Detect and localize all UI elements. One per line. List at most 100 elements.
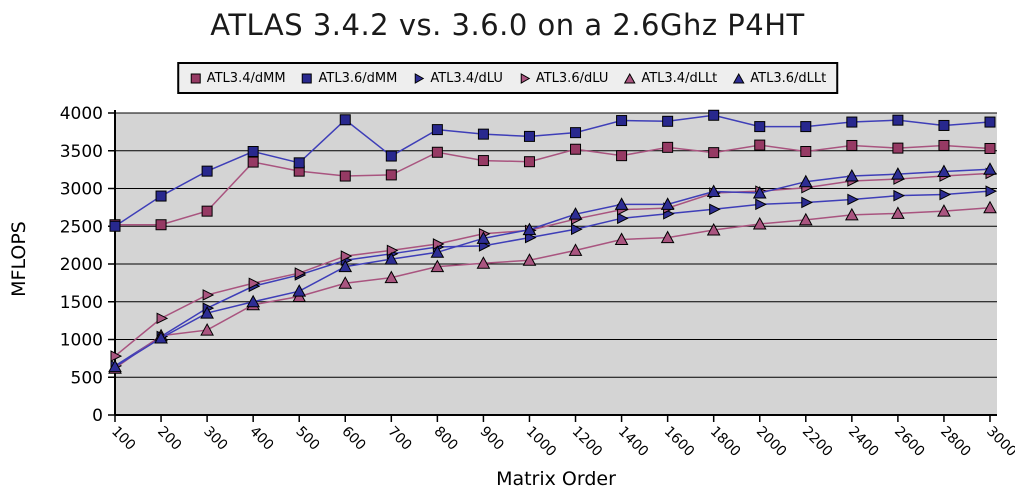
data-point-marker [292,284,307,297]
data-point-marker [752,216,767,230]
data-point-marker [338,276,353,289]
data-point-marker [476,231,491,244]
data-point-marker [662,141,674,153]
data-point-marker [431,124,443,136]
data-point-marker [983,162,997,175]
data-point-marker [660,197,675,210]
x-tick-label: 400 [246,424,276,454]
series-line [114,172,991,357]
data-point-marker [338,259,353,273]
data-point-marker [108,359,122,373]
x-tick-label: 1800 [707,424,744,461]
y-axis-label: MFLOPS [8,221,30,297]
x-tick-label: 100 [108,424,138,454]
chart-title: ATLAS 3.4.2 vs. 3.6.0 on a 2.6Ghz P4HT [210,8,805,42]
data-point-marker [938,139,950,151]
y-tick-label: 4000 [60,104,103,124]
series-line [114,168,991,368]
data-point-marker [800,121,812,133]
data-point-marker [662,115,674,127]
square-icon [190,73,201,83]
data-point-marker [248,277,261,290]
x-tick-label: 1600 [661,424,698,461]
data-point-marker [477,128,489,140]
data-point-marker [754,121,766,133]
data-point-marker [109,220,121,232]
legend-label: ATL3.4/dLLt [641,70,718,86]
data-point-marker [984,142,996,154]
data-point-marker [384,252,399,265]
x-tick-label: 1200 [569,424,606,461]
data-point-marker [708,147,720,159]
data-point-marker [846,116,858,128]
square-icon [302,73,313,83]
data-point-marker [340,250,353,262]
data-point-marker [984,116,996,128]
x-tick-label: 1000 [523,424,560,461]
x-tick-label: 200 [154,424,184,454]
data-point-marker [937,204,951,217]
data-point-marker [430,245,445,258]
legend-item-ATL3.6/dMM: ATL3.6/dMM [301,70,398,86]
data-point-marker [386,244,399,257]
data-point-marker [892,114,904,126]
data-point-marker [200,323,214,336]
data-point-marker [294,267,307,279]
x-tick-label: 3000 [983,424,1015,461]
series-ATL3.6/dMM [109,109,996,232]
data-point-marker [754,139,766,151]
data-point-marker [985,185,998,197]
x-tick-label: 300 [200,424,230,454]
data-point-marker [385,169,397,181]
data-point-marker [616,150,628,162]
data-point-marker [892,142,904,154]
data-point-marker [246,294,261,308]
data-point-marker [983,200,997,214]
data-point-marker [801,196,813,209]
legend: ATL3.4/dMM ATL3.6/dMM ATL3.4/dLU ATL3.6/dLU… [176,62,839,94]
data-point-marker [708,109,720,121]
legend-label: ATL3.6/dMM [318,70,398,86]
data-point-marker [155,190,167,202]
legend-label: ATL3.4/dMM [206,70,286,86]
data-point-marker [706,222,721,236]
data-point-marker [201,165,213,177]
data-point-marker [847,193,859,206]
data-point-marker [570,127,582,139]
data-point-marker [614,197,629,210]
data-point-marker [755,198,767,211]
series-line [114,190,991,367]
data-point-marker [660,230,675,244]
x-tick-label: 2200 [799,424,836,461]
data-point-marker [476,256,491,269]
series-line [114,207,991,369]
data-point-marker [844,207,859,221]
x-tick-label: 2600 [891,424,928,461]
data-point-marker [844,168,859,182]
y-tick-label: 500 [71,368,103,388]
data-point-marker [339,114,351,126]
data-point-marker [247,156,259,168]
data-point-marker [706,184,721,198]
triangle-right-icon [414,72,425,84]
y-tick-label: 3000 [60,180,103,200]
data-point-marker [110,350,123,362]
data-point-marker [846,139,858,151]
y-tick-label: 2000 [60,255,103,275]
triangle-up-icon [623,72,636,83]
data-point-marker [752,185,767,199]
y-tick-label: 2500 [60,217,103,237]
x-axis-label: Matrix Order [496,468,616,490]
data-point-marker [522,222,537,236]
x-tick-label: 2800 [937,424,974,461]
data-point-marker [293,157,305,169]
data-point-marker [617,212,629,225]
data-point-marker [893,189,906,202]
legend-label: ATL3.6/dLU [535,70,609,86]
data-point-marker [247,146,259,158]
x-tick-label: 2400 [845,424,882,461]
data-point-marker [154,330,168,344]
x-tick-label: 500 [292,424,322,454]
data-point-marker [431,146,443,158]
data-point-marker [800,146,812,158]
